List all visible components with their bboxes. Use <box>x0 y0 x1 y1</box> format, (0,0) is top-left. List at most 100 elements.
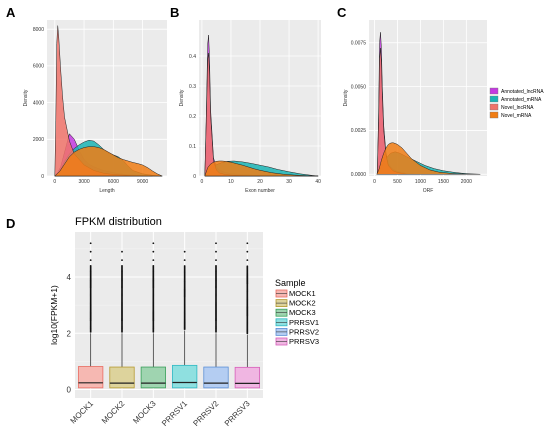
outlier-point <box>89 250 92 253</box>
panel-a-y-axis-label: Density <box>23 89 29 106</box>
panel-letter-b: B <box>170 5 179 20</box>
panel-b-y-tick-label: 0.4 <box>189 54 196 60</box>
panel-d-y-tick-label: 0 <box>67 386 72 395</box>
outlier-point <box>152 242 155 245</box>
outlier-point <box>183 259 186 262</box>
panel-c-y-tick-label: 0.0025 <box>351 128 367 134</box>
panel-a-tick-labels: 0 3000 6000 9000 0 2000 4000 6000 8000 <box>33 27 149 185</box>
panel-b-area-novel-mrna <box>204 160 319 177</box>
boxplot-prrsv3-outliers <box>246 242 249 335</box>
panel-b-y-tick-label: 0.2 <box>189 114 196 120</box>
panel-b-y-tick-label: 0 <box>193 174 196 180</box>
boxplot-mock3-outliers <box>152 242 155 333</box>
panel-d-x-tick-label-prrsv2: PRRSV2 <box>191 399 220 428</box>
panel-c-y-tick-label: 0.0000 <box>351 172 367 178</box>
panel-c-x-tick-label: 1500 <box>438 179 449 185</box>
sample-legend-label-mock2: MOCK2 <box>289 299 316 308</box>
boxplot-mock1-outliers <box>89 242 92 333</box>
legend-key-annotated-lncrna <box>489 87 499 95</box>
panel-d-y-tick-label: 4 <box>67 273 72 282</box>
panel-a-y-tick-label: 0 <box>41 174 44 180</box>
sample-legend-label-mock3: MOCK3 <box>289 308 316 317</box>
panel-b-density-areas <box>204 34 319 177</box>
boxplot-mock2 <box>109 250 135 389</box>
outlier-point <box>246 265 249 268</box>
legend-key-annotated-mrna <box>489 95 499 103</box>
panel-c-y-tick-label: 0.0050 <box>351 84 367 90</box>
sample-legend-label-prrsv3: PRRSV3 <box>289 337 319 346</box>
outlier-point <box>215 242 217 245</box>
outlier-point <box>183 250 186 253</box>
legend-label-annotated-lncrna: Annotated_lncRNA <box>501 89 544 95</box>
boxplot-mock1 <box>78 242 104 389</box>
panel-a-y-tick-label: 4000 <box>33 100 44 106</box>
boxplot-mock3-box <box>140 366 166 389</box>
panel-d-boxplots <box>78 242 260 389</box>
legend-label-annotated-mrna: Annotated_mRNA <box>501 97 542 103</box>
outlier-point <box>215 259 217 262</box>
outlier-point <box>89 242 92 245</box>
outlier-point <box>152 265 155 267</box>
outlier-point <box>215 250 217 253</box>
outlier-point <box>152 259 155 262</box>
panel-c-x-axis-label: ORF <box>423 188 434 194</box>
boxplot-mock3 <box>140 242 166 389</box>
boxplot-prrsv1-box <box>172 364 198 389</box>
panel-a-x-tick-label: 3000 <box>79 179 90 185</box>
outlier-point <box>89 259 92 262</box>
outlier-point <box>246 250 249 253</box>
panel-a-y-tick-label: 6000 <box>33 64 44 70</box>
panel-c-x-tick-label: 2000 <box>461 179 472 185</box>
panel-d-x-tick-label-mock3: MOCK3 <box>131 399 158 426</box>
panel-letter-d: D <box>6 216 15 231</box>
outlier-point <box>121 259 123 262</box>
density-legend: Annotated_lncRNA Annotated_mRNA Novel_ln… <box>489 87 544 119</box>
panel-a-y-tick-label: 8000 <box>33 27 44 33</box>
panel-b-tick-labels: 0 10 20 30 40 0 0.1 0.2 0.3 0.4 <box>189 54 321 185</box>
panel-d-x-tick-label-prrsv1: PRRSV1 <box>160 399 189 428</box>
boxplot-prrsv1-outliers <box>183 250 186 330</box>
outlier-point <box>215 265 217 267</box>
panel-b-y-tick-label: 0.3 <box>189 84 196 90</box>
panel-d-y-axis-label: log10(FPKM+1) <box>49 285 59 345</box>
boxplot-mock2-box <box>109 366 135 389</box>
panel-letter-c: C <box>337 5 347 20</box>
panel-a-x-tick-label: 6000 <box>108 179 119 185</box>
boxplot-prrsv2-box <box>203 366 229 389</box>
outlier-point <box>246 259 249 262</box>
panel-d-x-tick-label-mock2: MOCK2 <box>100 399 127 426</box>
panel-b-x-tick-label: 40 <box>315 179 321 185</box>
panel-a-x-axis-label: Length <box>99 188 115 194</box>
boxplot-prrsv3-box <box>234 366 260 389</box>
panel-b: 0 10 20 30 40 0 0.1 0.2 0.3 0.4 Exon number Densi… <box>179 20 321 194</box>
panel-d-x-tick-label-mock1: MOCK1 <box>69 399 96 426</box>
panel-c-y-axis-label: Density <box>343 89 349 106</box>
legend-label-novel-mrna: Novel_mRNA <box>501 113 532 119</box>
panel-a-area-novel-mrna <box>54 146 163 177</box>
panel-a-gridlines <box>47 20 167 177</box>
panel-d-x-tick-label-prrsv3: PRRSV3 <box>223 399 252 428</box>
panel-c: 0 500 1000 1500 2000 0.0000 0.0025 0.0050 0.0075… <box>343 20 487 194</box>
panel-d-title: FPKM distribution <box>75 216 162 228</box>
sample-legend-label-prrsv2: PRRSV2 <box>289 327 319 336</box>
panel-a-density-areas <box>53 25 163 177</box>
outlier-point <box>89 265 92 267</box>
panel-c-y-tick-label: 0.0075 <box>351 41 367 47</box>
legend-key-novel-mrna <box>489 111 499 119</box>
panel-c-x-tick-label: 0 <box>373 179 376 185</box>
boxplot-mock2-outliers <box>121 250 123 333</box>
sample-legend-label-mock1: MOCK1 <box>289 289 316 298</box>
boxplot-mock1-box <box>78 366 104 389</box>
panel-d-plot-area <box>75 232 263 398</box>
panel-a-x-tick-label: 0 <box>53 179 56 185</box>
outlier-point <box>183 265 186 267</box>
outlier-point <box>121 250 123 253</box>
panel-a-x-tick-label: 9000 <box>137 179 148 185</box>
outlier-point <box>121 265 123 267</box>
panel-b-x-axis-label: Exon number <box>245 188 275 194</box>
legend-label-novel-lncrna: Novel_lncRNA <box>501 105 534 111</box>
